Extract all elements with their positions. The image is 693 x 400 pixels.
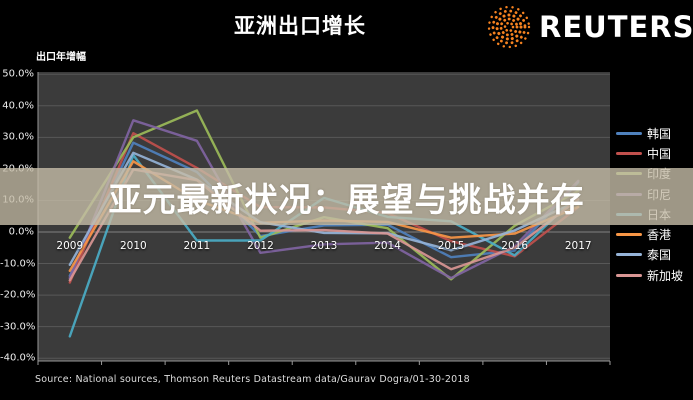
y-axis-title: 出口年增幅 (36, 52, 86, 63)
y-tick: -20.0% (0, 289, 36, 301)
x-tick-year: 2011 (183, 240, 211, 252)
legend-swatch-icon (616, 273, 642, 277)
x-tick-year: 2016 (501, 240, 529, 252)
x-tick-year: 2014 (374, 240, 401, 252)
y-tick: 30.0% (2, 131, 34, 143)
legend-label: 中国 (647, 146, 672, 161)
legend-item-korea: 韩国 (616, 123, 683, 143)
x-tick-year: 2009 (56, 240, 84, 252)
legend-swatch-icon (616, 253, 642, 257)
x-tick-year: 2017 (564, 240, 592, 252)
legend-label: 韩国 (647, 126, 672, 141)
headline-band: 亚元最新状况：展望与挑战并存 (0, 168, 693, 225)
series-line-印尼 (68, 119, 580, 280)
legend-label: 新加坡 (647, 268, 684, 283)
legend-label: 泰国 (647, 248, 672, 263)
legend-item-thailand: 泰国 (616, 245, 683, 265)
headline-text: 亚元最新状况：展望与挑战并存 (108, 179, 585, 219)
y-tick: -10.0% (0, 258, 36, 270)
legend-swatch-icon (616, 233, 642, 237)
x-tick-year: 2015 (437, 240, 465, 252)
y-tick: 40.0% (2, 100, 34, 112)
page-title: 亚洲出口增长 (234, 14, 366, 38)
legend-swatch-icon (616, 151, 642, 155)
y-tick: 50.0% (2, 68, 34, 80)
y-tick: -40.0% (0, 352, 36, 364)
x-tick-year: 2013 (310, 240, 338, 252)
legend-label: 香港 (647, 228, 672, 243)
reuters-wordmark: REUTERS (539, 10, 693, 44)
x-tick-year: 2012 (247, 240, 274, 252)
source-attribution: Source: National sources, Thomson Reuter… (35, 374, 470, 385)
legend-swatch-icon (616, 131, 642, 135)
reuters-sphere-icon (487, 5, 531, 49)
series-line-泰国 (68, 151, 580, 266)
x-tick-year: 2010 (119, 240, 147, 252)
y-tick: 0.0% (8, 226, 34, 238)
legend-item-hongkong: 香港 (616, 224, 683, 244)
reuters-logo: REUTERS (487, 5, 693, 49)
legend-item-singapore: 新加坡 (616, 265, 683, 285)
y-tick: -30.0% (0, 321, 36, 333)
series-line-韩国 (68, 141, 580, 278)
legend-item-china: 中国 (616, 143, 683, 163)
